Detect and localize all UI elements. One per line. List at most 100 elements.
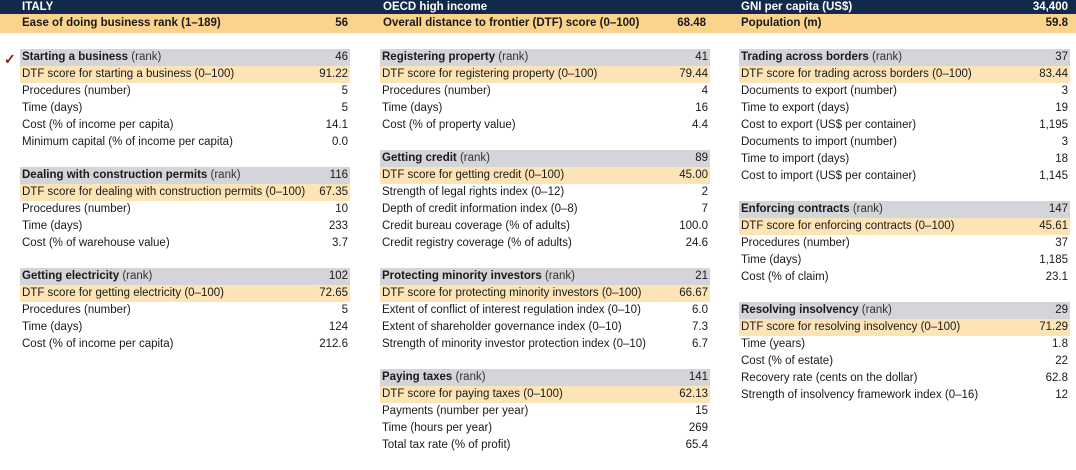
population-label: Population (m) [741,17,822,29]
indicator-value: 7 [701,203,708,215]
indicator-row: Cost to export (US$ per container) 1,195 [739,117,1070,134]
indicator-value: 23.1 [1045,271,1068,283]
indicator-label: Credit registry coverage (% of adults) [382,237,572,249]
indicator-value: 4 [701,85,708,97]
indicator-value: 1,145 [1039,170,1068,182]
indicator-label: Documents to export (number) [741,85,897,97]
section-title: Getting electricity [22,270,120,282]
rank-suffix: (rank) [849,203,883,215]
indicator-row: Procedures (number) 10 [20,201,350,218]
section-header: Resolving insolvency (rank) 29 [739,302,1070,319]
section-paying-taxes: Paying taxes (rank) 141 DTF score for payi… [380,369,710,454]
indicator-value: 19 [1055,102,1068,114]
indicator-label: Procedures (number) [22,304,131,316]
section-title: Getting credit [382,152,457,164]
section-header: Registering property (rank) 41 [380,49,710,66]
section-title: Paying taxes [382,371,453,383]
indicator-label: DTF score for getting credit (0–100) [382,169,565,181]
indicator-label: DTF score for enforcing contracts (0–100… [741,220,955,232]
rank-value: 29 [1055,304,1068,316]
indicator-label: Credit bureau coverage (% of adults) [382,220,570,232]
indicator-value: 79.44 [679,68,708,80]
indicator-row: Credit registry coverage (% of adults) 24… [380,235,710,252]
indicator-value: 4.4 [692,119,708,131]
dtf-score-row: DTF score for getting electricity (0–100… [20,285,350,302]
indicator-row: Time (days) 16 [380,100,710,117]
indicator-value: 14.1 [325,119,348,131]
indicator-value: 18 [1055,153,1068,165]
indicator-value: 15 [695,405,708,417]
indicator-value: 124 [328,321,348,333]
section-header: Enforcing contracts (rank) 147 [739,201,1070,218]
section-registering-property: Registering property (rank) 41 DTF score f… [380,49,710,134]
indicator-label: Procedures (number) [22,203,131,215]
rank-value: 102 [328,270,348,282]
indicator-label: Depth of credit information index (0–8) [382,203,578,215]
indicator-label: Total tax rate (% of profit) [382,439,511,451]
indicator-value: 91.22 [319,68,348,80]
indicator-value: 45.61 [1039,220,1068,232]
section-enforcing-contracts: Enforcing contracts (rank) 147 DTF score f… [739,201,1070,286]
section-title: Protecting minority investors [382,270,542,282]
indicator-label: Cost (% of property value) [382,119,516,131]
rank-value: 21 [695,270,708,282]
indicator-value: 3 [1061,85,1068,97]
rank-value: 46 [335,51,348,63]
section-title: Trading across borders [741,51,869,63]
rank-suffix: (rank) [858,304,892,316]
indicator-label: Cost to export (US$ per container) [741,119,917,131]
rank-suffix: (rank) [128,51,162,63]
rank-suffix: (rank) [207,169,241,181]
gni-value: 34,400 [1032,1,1068,13]
indicator-value: 100.0 [679,220,708,232]
indicator-value: 5 [341,85,348,97]
indicator-label: Documents to import (number) [741,136,897,148]
section-trading-across-borders: Trading across borders (rank) 37 DTF score… [739,49,1070,185]
section-header: Getting credit (rank) 89 [380,150,710,167]
header-bar: ITALY OECD high income GNI per capita (U… [0,0,1076,14]
section-header: Trading across borders (rank) 37 [739,49,1070,66]
checkmark-icon: ✓ [4,51,16,67]
rank-value: 37 [1055,51,1068,63]
income-group: OECD high income [383,1,488,13]
indicator-row: Time to import (days) 18 [739,151,1070,168]
indicator-value: 6.7 [692,338,708,350]
indicator-label: Payments (number per year) [382,405,529,417]
indicator-label: DTF score for trading across borders (0–… [741,68,972,80]
ease-rank-value: 56 [335,17,348,29]
indicator-row: Payments (number per year) 15 [380,403,710,420]
indicator-label: DTF score for paying taxes (0–100) [382,388,563,400]
indicator-value: 269 [688,422,708,434]
indicator-row: Extent of shareholder governance index (… [380,319,710,336]
indicator-row: Time (days) 1,185 [739,252,1070,269]
rank-value: 116 [329,169,348,181]
indicator-row: Strength of minority investor protection… [380,336,710,353]
indicator-label: DTF score for getting electricity (0–100… [22,287,224,299]
indicator-label: Cost (% of warehouse value) [22,237,170,249]
indicator-value: 1.8 [1052,338,1068,350]
column-right: Trading across borders (rank) 37 DTF score… [739,49,1070,420]
indicator-label: Time (days) [382,102,443,114]
indicator-label: Time (hours per year) [382,422,493,434]
indicator-row: Procedures (number) 5 [20,83,350,100]
section-header: Paying taxes (rank) 141 [380,369,710,386]
indicator-label: Time to export (days) [741,102,850,114]
indicator-row: Procedures (number) 5 [20,302,350,319]
indicator-row: Cost (% of income per capita) 14.1 [20,117,350,134]
indicator-row: Procedures (number) 37 [739,235,1070,252]
indicator-label: Strength of minority investor protection… [382,338,646,350]
column-middle: Registering property (rank) 41 DTF score f… [380,49,710,470]
column-left: Starting a business (rank) 46 DTF score fo… [20,49,350,369]
indicator-label: Cost (% of claim) [741,271,829,283]
section-title: Starting a business [22,51,129,63]
indicator-value: 2 [701,186,708,198]
dtf-score-row: DTF score for enforcing contracts (0–100… [739,218,1070,235]
indicator-row: Procedures (number) 4 [380,83,710,100]
indicator-row: Cost (% of estate) 22 [739,353,1070,370]
indicator-row: Minimum capital (% of income per capita)… [20,134,350,151]
indicator-value: 233 [328,220,348,232]
indicator-value: 1,185 [1039,254,1068,266]
indicator-value: 12 [1055,389,1068,401]
indicator-value: 83.44 [1039,68,1068,80]
section-dealing-with-construction-permits: Dealing with construction permits (rank)… [20,167,350,252]
